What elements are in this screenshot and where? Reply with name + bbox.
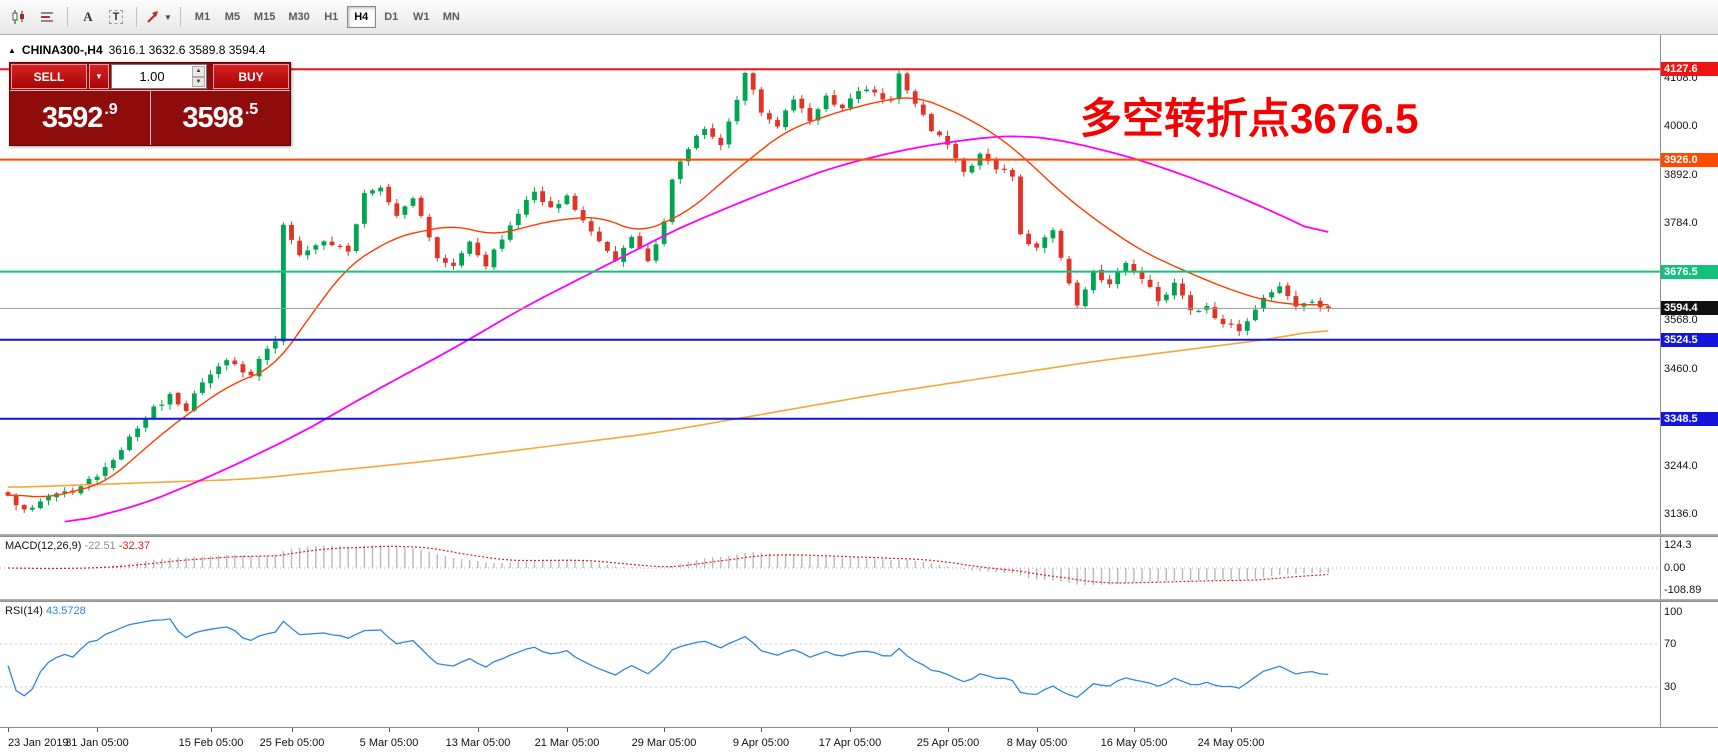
collapse-triangle-icon[interactable]: ▲ [8,45,16,55]
level-price-badge: 3524.5 [1661,333,1718,347]
timeframe-m15-button[interactable]: M15 [248,6,281,28]
toolbar-separator [67,7,68,27]
level-price-badge: 3926.0 [1661,153,1718,167]
macd-chart[interactable] [0,537,1660,599]
bid-price[interactable]: 3592.9 [41,101,118,134]
time-axis-label: 29 Mar 05:00 [631,737,697,749]
volume-input-wrap: ▲ ▼ [111,64,207,89]
price-tick: 3136.0 [1664,508,1698,520]
time-axis-label: 9 Apr 05:00 [732,737,790,749]
time-axis-label: 24 May 05:00 [1197,737,1265,749]
panel-splitter[interactable] [0,599,1718,602]
time-axis-label: 8 May 05:00 [1006,737,1068,749]
time-axis-label: 15 Feb 05:00 [178,737,244,749]
toolbar-separator [136,7,137,27]
rsi-chart[interactable] [0,602,1660,727]
time-tick [761,728,762,732]
font-icon[interactable]: A [75,5,101,29]
symbol-label: CHINA300-,H4 [21,43,103,57]
price-tick: 3460.0 [1664,363,1698,375]
time-tick [389,728,390,732]
time-tick [8,728,9,732]
volume-up-button[interactable]: ▲ [192,66,205,77]
time-tick [567,728,568,732]
price-tick: 3784.0 [1664,217,1698,229]
rsi-panel: RSI(14) 43.5728 100 70 30 [0,602,1718,727]
time-axis-label: 13 Mar 05:00 [445,737,511,749]
ask-price[interactable]: 3598.5 [149,91,291,145]
rsi-label: RSI(14) 43.5728 [5,605,86,617]
current-price-badge: 3594.4 [1661,301,1718,315]
rsi-axis: 100 70 30 [1660,602,1718,727]
time-tick [1134,728,1135,732]
level-price-badge: 3348.5 [1661,412,1718,426]
price-tick: 3892.0 [1664,169,1698,181]
volume-input[interactable] [112,65,206,88]
timeframe-buttons: M1 M5 M15 M30 H1 H4 D1 W1 MN [188,6,466,28]
candlestick-chart[interactable] [0,35,1660,534]
time-axis-label: 21 Mar 05:00 [534,737,600,749]
time-axis-label: 25 Apr 05:00 [916,737,980,749]
trade-controls-row: SELL ▼ ▲ ▼ BUY [10,63,290,90]
arrow-tools-icon[interactable]: ▼ [144,5,173,29]
time-axis-label: 23 Jan 2019 [8,737,69,749]
macd-axis: 124.3 0.00 -108.89 [1660,537,1718,599]
timeframe-h4-button[interactable]: H4 [346,6,376,28]
panel-splitter[interactable] [0,534,1718,537]
symbol-ohlc-header: ▲ CHINA300-,H4 3616.1 3632.6 3589.8 3594… [8,43,265,57]
time-tick [97,728,98,732]
timeframe-mn-button[interactable]: MN [437,6,466,28]
time-tick [850,728,851,732]
time-axis-label: 25 Feb 05:00 [259,737,325,749]
order-options-dropdown[interactable]: ▼ [89,64,109,89]
candlestick-chart-icon[interactable] [6,5,32,29]
timeframe-m1-button[interactable]: M1 [188,6,217,28]
volume-spinner: ▲ ▼ [192,66,205,87]
timeframe-m5-button[interactable]: M5 [218,6,247,28]
toolbar: A T ▼ M1 M5 M15 M30 H1 H4 D1 W1 MN [0,0,1718,35]
bid-ask-row: 3592.9 3598.5 [10,90,290,145]
ohlc-values: 3616.1 3632.6 3589.8 3594.4 [108,43,266,57]
main-chart-panel: 4108.0 4000.0 3892.0 3784.0 3568.0 3460.0 3244… [0,35,1718,534]
dropdown-arrow-icon: ▼ [164,12,172,22]
macd-label: MACD(12,26,9) -22.51 -32.37 [5,540,150,552]
time-tick [292,728,293,732]
level-price-badge: 4127.6 [1661,62,1718,76]
timeframe-h1-button[interactable]: H1 [317,6,346,28]
timeframe-d1-button[interactable]: D1 [377,6,406,28]
time-axis[interactable]: 23 Jan 2019 31 Jan 05:00 15 Feb 05:00 25 Fe… [0,727,1718,755]
price-tick: 3244.0 [1664,460,1698,472]
text-label-icon[interactable]: T [103,5,129,29]
price-axis[interactable]: 4108.0 4000.0 3892.0 3784.0 3568.0 3460.0 3244… [1660,35,1718,534]
price-tick: 4000.0 [1664,120,1698,132]
volume-down-button[interactable]: ▼ [192,76,205,87]
time-axis-label: 5 Mar 05:00 [359,737,419,749]
toolbar-separator [179,7,181,27]
macd-panel: MACD(12,26,9) -22.51 -32.37 124.3 0.00 -10… [0,537,1718,599]
time-tick [211,728,212,732]
timeframe-w1-button[interactable]: W1 [407,6,436,28]
buy-button[interactable]: BUY [213,64,289,89]
chart-annotation-text: 多空转折点3676.5 [1080,95,1419,142]
time-tick [1037,728,1038,732]
timeframe-m30-button[interactable]: M30 [282,6,315,28]
time-tick [1231,728,1232,732]
time-axis-label: 31 Jan 05:00 [65,737,129,749]
time-axis-label: 17 Apr 05:00 [818,737,882,749]
level-price-badge: 3676.5 [1661,265,1718,279]
time-tick [948,728,949,732]
time-tick [664,728,665,732]
sell-button[interactable]: SELL [11,64,87,89]
price-tick: 3568.0 [1664,314,1698,326]
time-tick [478,728,479,732]
time-axis-label: 16 May 05:00 [1100,737,1168,749]
indicator-list-icon[interactable] [34,5,60,29]
one-click-trade-panel: SELL ▼ ▲ ▼ BUY 3592.9 3598.5 [9,62,291,146]
